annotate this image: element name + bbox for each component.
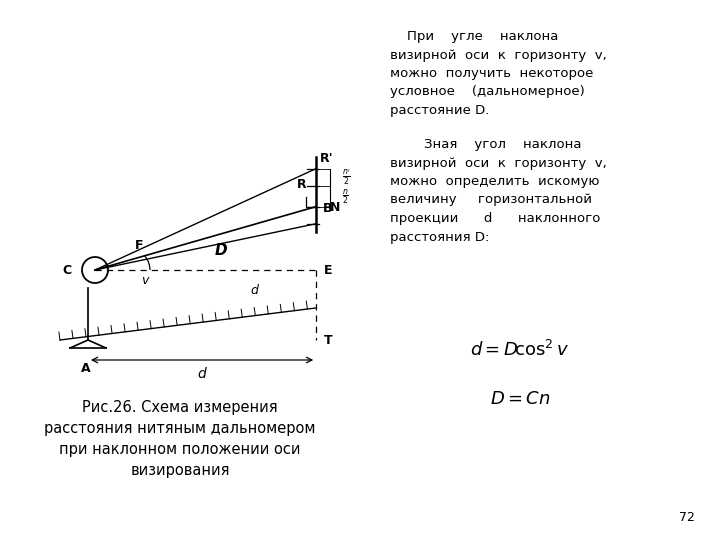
Text: R': R' (320, 152, 333, 165)
Text: C: C (63, 264, 71, 276)
Text: 72: 72 (679, 511, 695, 524)
Text: B: B (323, 202, 333, 215)
Text: v: v (141, 273, 149, 287)
Text: D: D (215, 243, 227, 258)
Text: d: d (251, 284, 258, 296)
Text: F: F (135, 239, 143, 252)
Text: N: N (330, 201, 341, 214)
Text: Зная    угол    наклона
визирной  оси  к  горизонту  v,
можно  определить  иском: Зная угол наклона визирной оси к горизон… (390, 138, 607, 244)
Text: При    угле    наклона
визирной  оси  к  горизонту  v,
можно  получить  некоторо: При угле наклона визирной оси к горизонт… (390, 30, 607, 117)
Text: R: R (297, 178, 307, 191)
Text: $d = D\!\cos^2 v$: $d = D\!\cos^2 v$ (470, 340, 570, 360)
Text: $\frac{n'}{2}$: $\frac{n'}{2}$ (342, 167, 351, 187)
Text: A: A (81, 361, 91, 375)
Text: Рис.26. Схема измерения
расстояния нитяным дальномером
при наклонном положении о: Рис.26. Схема измерения расстояния нитян… (44, 400, 316, 478)
Text: E: E (324, 264, 333, 276)
Text: d: d (198, 367, 207, 381)
Text: T: T (324, 334, 333, 347)
Text: $\frac{n}{2}$: $\frac{n}{2}$ (342, 187, 349, 206)
Text: $D = Cn$: $D = Cn$ (490, 390, 550, 408)
